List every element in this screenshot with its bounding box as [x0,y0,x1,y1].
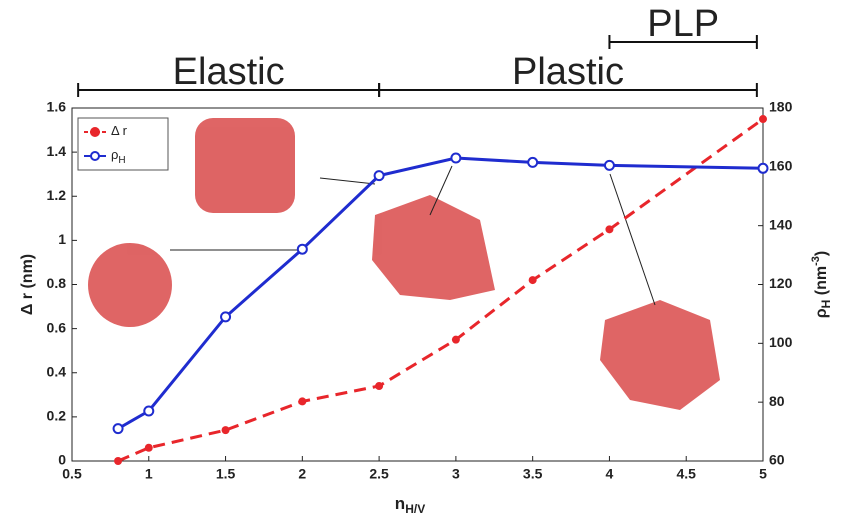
x-tick-label: 0.5 [62,466,82,482]
inset-cluster [195,118,295,213]
x-tick-label: 1 [145,466,153,482]
y-tick-label: 1.6 [47,99,67,115]
y-tick-label: 0.4 [47,363,67,379]
y-tick-label: 0.8 [47,275,67,291]
y2-tick-label: 100 [769,334,793,350]
y2-tick-label: 180 [769,99,793,115]
point [375,171,384,180]
y-tick-label: 0 [58,452,66,468]
chart: 0.5 1 1.5 2 2.5 3 3.5 4 4.5 5 0 0.2 0.4 0.6 0.8 1 1.2 1.4… [0,0,843,522]
y2-label-part: ) [813,251,830,256]
y2-tick-label: 60 [769,452,785,468]
point [114,457,122,465]
arrow [610,174,655,305]
y-tick-label: 0.2 [47,408,67,424]
y2-label-part: ρ [813,308,830,318]
y2-tick-label: 80 [769,393,785,409]
x-axis-label: nH/V [395,494,425,516]
point [605,161,614,170]
y-tick-label: 1 [58,231,66,247]
x-tick-label: 4.5 [676,466,696,482]
point [759,164,768,173]
point [114,424,123,433]
region-label: Plastic [512,51,624,93]
point [298,245,307,254]
region-label: Elastic [173,51,285,93]
x-tick-label: 2.5 [369,466,389,482]
point [375,382,383,390]
legend-name-sub: H [118,155,125,166]
legend-name: Δ r [111,123,128,138]
y-tick-label: 1.4 [47,143,67,159]
x-tick-label: 1.5 [216,466,236,482]
point [144,406,153,415]
point [528,158,537,167]
y-axis-label: Δ r (nm) [19,254,36,315]
point [529,276,537,284]
x-tick-label: 2 [298,466,306,482]
legend-marker [91,128,99,136]
point [605,225,613,233]
y2-tick-label: 120 [769,275,793,291]
x-tick-label: 4 [606,466,614,482]
inset-cluster [372,195,495,300]
point [298,397,306,405]
y-tick-label: 0.6 [47,319,67,335]
point [451,154,460,163]
legend-marker [91,152,99,160]
arrow [320,178,375,184]
y2-axis-label: ρH (nm-3) [810,251,833,318]
inset-cluster [600,300,720,410]
legend-name: ρ [111,147,118,162]
y2-tick-label: 140 [769,216,793,232]
point [222,426,230,434]
insets [88,118,720,410]
y2-label-part: (nm [813,266,830,300]
x-tick-label: 5 [759,466,767,482]
x-label-base: n [395,494,405,513]
x-tick-label: 3 [452,466,460,482]
y2-label-part: H [819,300,833,309]
inset-sphere [88,243,172,327]
x-label-sub: H/V [405,502,425,516]
point [145,444,153,452]
legend-label: Δ r [111,123,128,138]
y2-label-part: -3 [810,256,822,266]
y2-tick-label: 160 [769,158,793,174]
point [221,312,230,321]
region-label: PLP [647,3,719,45]
x-tick-label: 3.5 [523,466,543,482]
point [759,115,767,123]
y-tick-label: 1.2 [47,187,67,203]
point [452,336,460,344]
